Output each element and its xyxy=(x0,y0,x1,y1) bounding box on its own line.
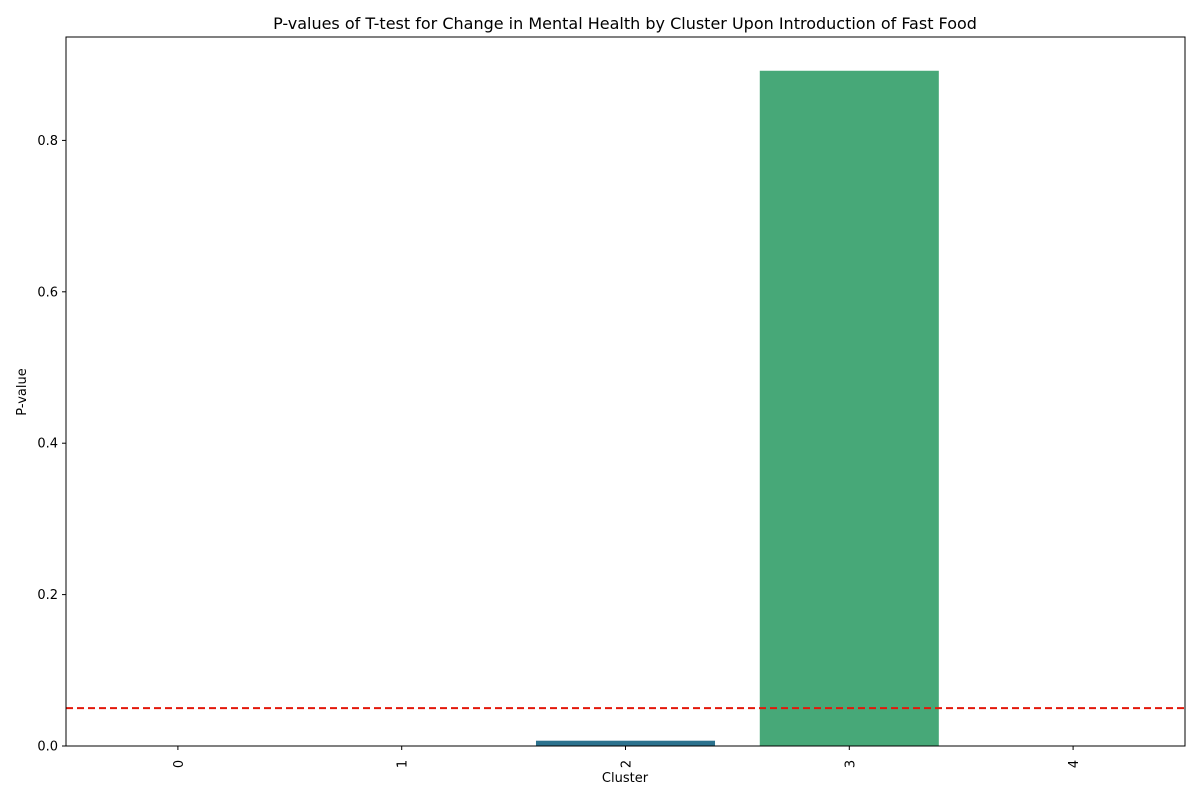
x-axis-label: Cluster xyxy=(602,771,649,786)
x-tick-label: 1 xyxy=(396,760,411,768)
y-tick-label: 0.4 xyxy=(37,437,58,452)
y-tick-label: 0.0 xyxy=(37,740,58,755)
plot-area: 0.0 0.2 0.4 0.6 0.8 0 1 2 3 4 xyxy=(37,36,1186,768)
x-tick-label: 4 xyxy=(1067,760,1082,768)
x-tick-label: 0 xyxy=(172,760,187,768)
axes-frame xyxy=(65,36,1186,747)
bar-cluster-3 xyxy=(759,70,939,746)
x-tick-label: 3 xyxy=(843,760,858,768)
x-tick-label: 2 xyxy=(620,760,635,768)
y-tick-label: 0.6 xyxy=(37,285,58,300)
y-axis-label: P-value xyxy=(15,368,30,415)
y-tick-label: 0.2 xyxy=(37,588,58,603)
y-tick-label: 0.8 xyxy=(37,134,58,149)
bar-cluster-2 xyxy=(535,740,716,746)
chart-title: P-values of T-test for Change in Mental … xyxy=(273,14,977,33)
